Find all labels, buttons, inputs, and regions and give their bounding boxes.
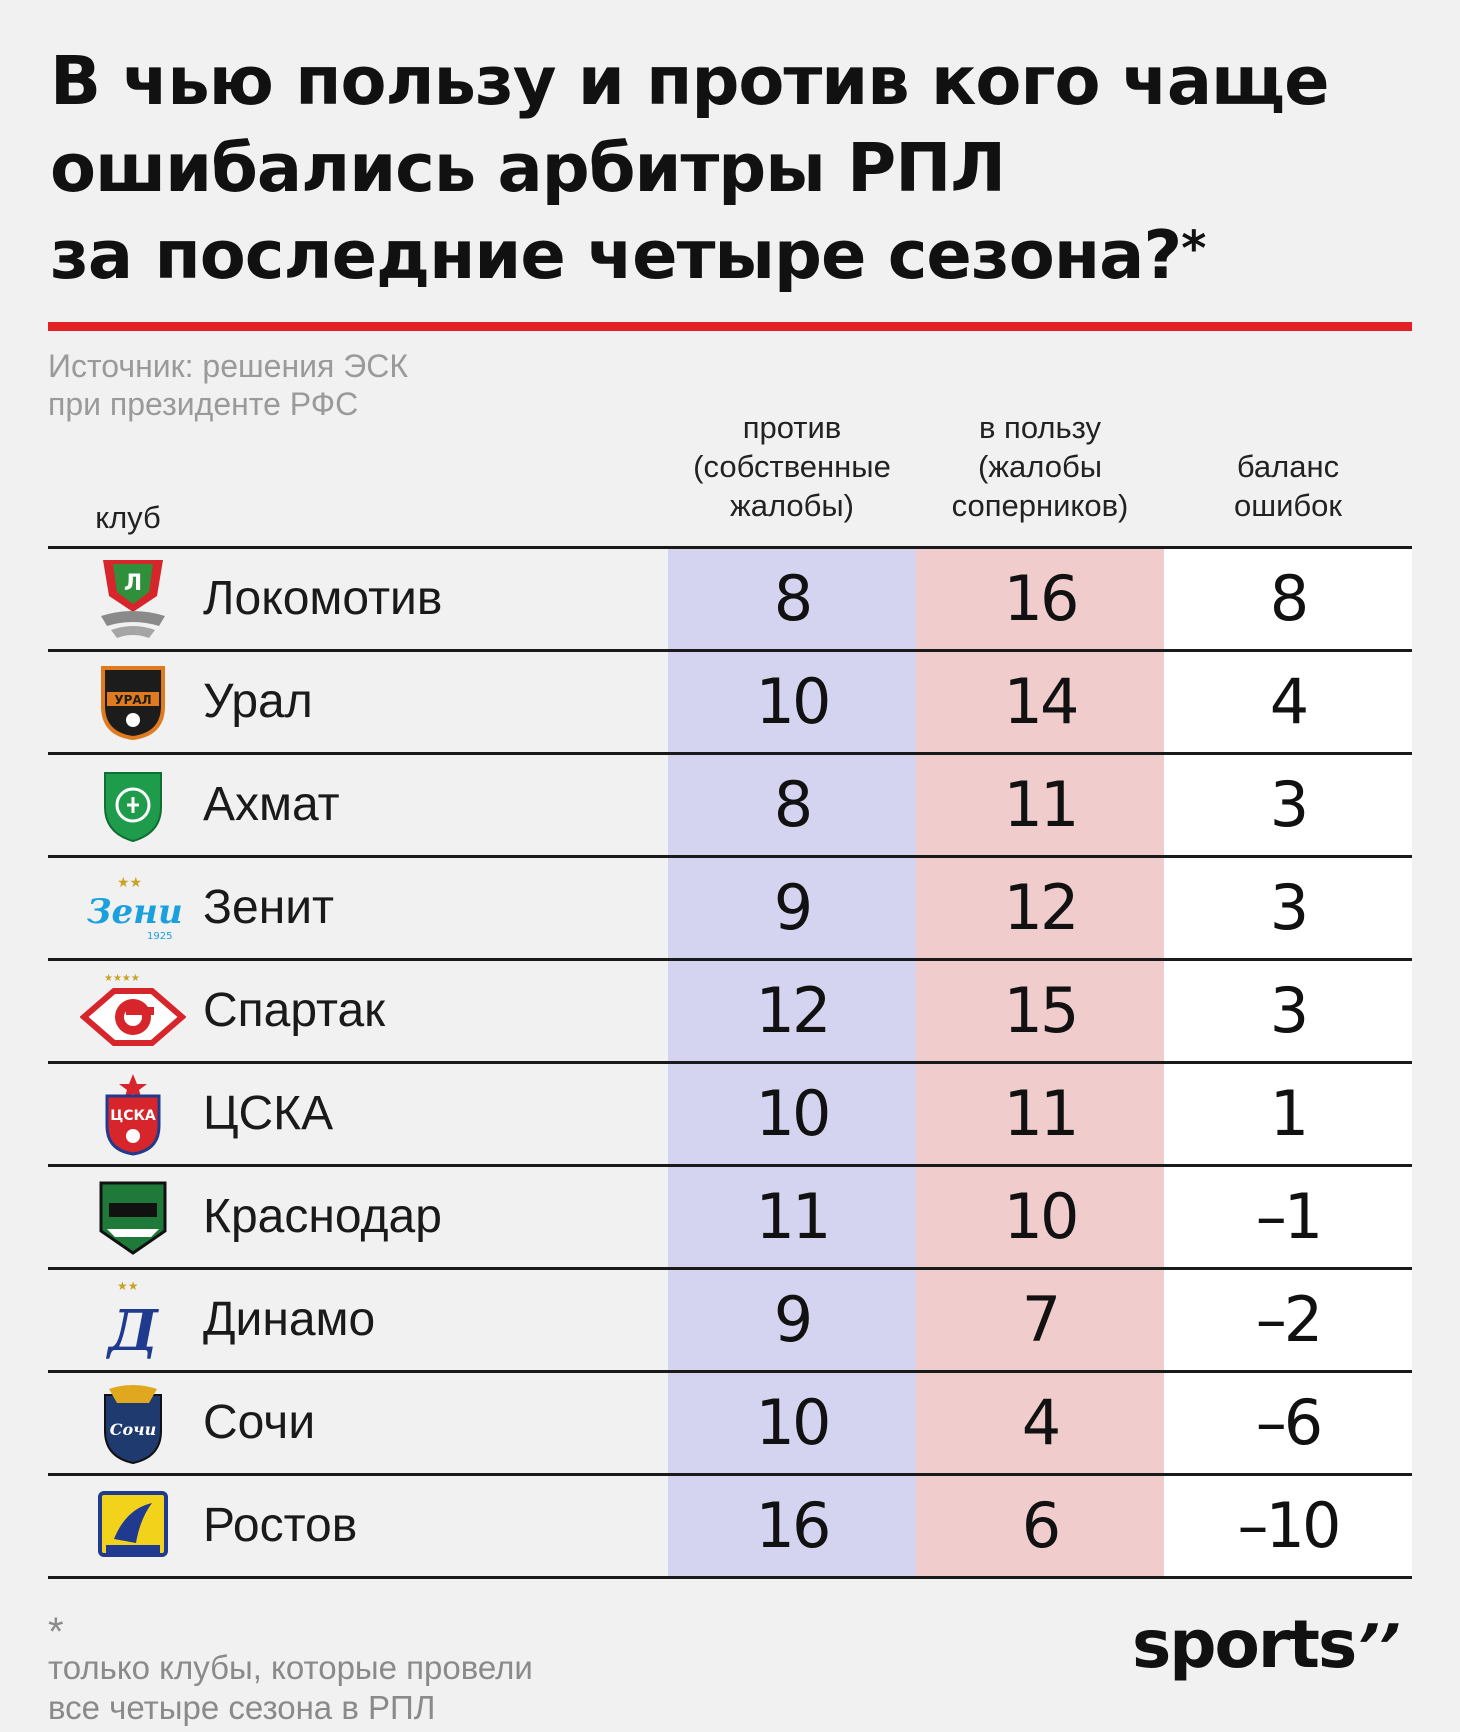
against-value: 12	[668, 961, 916, 1061]
against-value: 16	[668, 1476, 916, 1576]
balance-value: –2	[1164, 1270, 1412, 1370]
header-favor-line-2: (жалобы	[977, 449, 1102, 484]
balance-value: –1	[1164, 1167, 1412, 1267]
title-line-1: В чью пользу и против кого чаще	[50, 42, 1330, 120]
title-asterisk: *	[1181, 221, 1206, 277]
header-balance-line-1: баланс	[1236, 449, 1340, 484]
akhmat-logo-icon	[78, 755, 188, 855]
footnote-text-1: только клубы, которые провели	[48, 1649, 533, 1686]
club-name: Ростов	[203, 1499, 358, 1552]
svg-text:★★: ★★	[117, 875, 142, 891]
favor-value: 11	[916, 1064, 1164, 1164]
source-line-2: при президенте РФС	[48, 386, 359, 422]
balance-value: 3	[1164, 961, 1412, 1061]
chart-title: В чью пользу и против кого чаще ошибалис…	[50, 38, 1420, 299]
svg-text:ЦСКА: ЦСКА	[110, 1108, 156, 1124]
club-name: Сочи	[203, 1396, 316, 1449]
club-name: Ахмат	[203, 778, 340, 831]
balance-value: 3	[1164, 755, 1412, 855]
referee-errors-table: Л Локомотив 8 16 8 УРАЛ Урал 10 14 4 Ахмат 8 11 3 ★★ Зе…	[48, 546, 1412, 1579]
favor-value: 11	[916, 755, 1164, 855]
table-row: Краснодар 11 10 –1	[48, 1164, 1412, 1267]
against-value: 10	[668, 1064, 916, 1164]
header-favor: в пользу (жалобы соперников)	[916, 408, 1164, 525]
source-line-1: Источник: решения ЭСК	[48, 348, 408, 384]
favor-value: 7	[916, 1270, 1164, 1370]
svg-text:Д: Д	[105, 1298, 159, 1362]
source-note: Источник: решения ЭСК при президенте РФС	[48, 347, 408, 423]
balance-value: 4	[1164, 652, 1412, 752]
footnote: * только клубы, которые провели все четыр…	[48, 1608, 533, 1728]
club-name: Локомотив	[203, 572, 443, 625]
club-name: Спартак	[203, 984, 386, 1037]
title-divider	[48, 322, 1412, 331]
against-value: 9	[668, 858, 916, 958]
header-against-line-1: против	[742, 410, 842, 445]
table-row: Л Локомотив 8 16 8	[48, 546, 1412, 649]
table-row: Сочи Сочи 10 4 –6	[48, 1370, 1412, 1473]
sochi-logo-icon: Сочи	[78, 1373, 188, 1473]
svg-text:1925: 1925	[147, 931, 172, 942]
balance-value: 3	[1164, 858, 1412, 958]
svg-text:Сочи: Сочи	[110, 1420, 156, 1439]
svg-text:УРАЛ: УРАЛ	[114, 693, 151, 707]
table-row: ЦСКА ЦСКА 10 11 1	[48, 1061, 1412, 1164]
header-favor-line-3: соперников)	[951, 488, 1129, 523]
club-name: Динамо	[203, 1293, 376, 1346]
favor-value: 6	[916, 1476, 1164, 1576]
table-row: Ахмат 8 11 3	[48, 752, 1412, 855]
favor-value: 16	[916, 549, 1164, 649]
svg-text:Л: Л	[124, 571, 142, 596]
footnote-line-1: * только клубы, которые провели	[48, 1608, 533, 1688]
against-value: 10	[668, 652, 916, 752]
favor-value: 14	[916, 652, 1164, 752]
table-row: ★★★★ Спартак 12 15 3	[48, 958, 1412, 1061]
svg-text:★★: ★★	[117, 1279, 139, 1293]
lokomotiv-logo-icon: Л	[78, 549, 188, 649]
club-name: ЦСКА	[203, 1087, 334, 1140]
brand-text: sports	[1132, 1606, 1357, 1683]
table-row: ★★ Д Динамо 9 7 –2	[48, 1267, 1412, 1370]
table-row: Ростов 16 6 –10	[48, 1473, 1412, 1579]
svg-text:Зенит: Зенит	[87, 892, 183, 932]
against-value: 11	[668, 1167, 916, 1267]
spartak-logo-icon: ★★★★	[78, 961, 188, 1061]
rostov-logo-icon	[78, 1476, 188, 1576]
header-favor-line-1: в пользу	[978, 410, 1102, 445]
title-line-2: ошибались арбитры РПЛ	[50, 129, 1006, 207]
against-value: 8	[668, 549, 916, 649]
balance-value: 8	[1164, 549, 1412, 649]
favor-value: 15	[916, 961, 1164, 1061]
header-against-line-2: (собственные	[693, 449, 891, 484]
club-name: Урал	[203, 675, 313, 728]
zenit-logo-icon: ★★Зенит1925	[78, 858, 188, 958]
title-line-3: за последние четыре сезона?	[50, 216, 1182, 294]
table-row: УРАЛ Урал 10 14 4	[48, 649, 1412, 752]
ural-logo-icon: УРАЛ	[78, 652, 188, 752]
against-value: 9	[668, 1270, 916, 1370]
balance-value: –10	[1164, 1476, 1412, 1576]
against-value: 10	[668, 1373, 916, 1473]
favor-value: 12	[916, 858, 1164, 958]
club-name: Краснодар	[203, 1190, 442, 1243]
cska-logo-icon: ЦСКА	[78, 1064, 188, 1164]
favor-value: 10	[916, 1167, 1164, 1267]
header-club: клуб	[95, 500, 161, 535]
dynamo-logo-icon: ★★ Д	[78, 1270, 188, 1370]
krasnodar-logo-icon	[78, 1167, 188, 1267]
header-balance-line-2: ошибок	[1234, 488, 1342, 523]
balance-value: –6	[1164, 1373, 1412, 1473]
against-value: 8	[668, 755, 916, 855]
svg-text:★★★★: ★★★★	[104, 973, 140, 984]
header-against: против (собственные жалобы)	[668, 408, 916, 525]
favor-value: 4	[916, 1373, 1164, 1473]
balance-value: 1	[1164, 1064, 1412, 1164]
sports-logo: sports’’	[1132, 1600, 1422, 1692]
header-balance: баланс ошибок	[1164, 447, 1412, 525]
header-against-line-3: жалобы)	[729, 488, 854, 523]
table-row: ★★Зенит1925Зенит9123	[48, 855, 1412, 958]
club-name: Зенит	[203, 881, 334, 934]
footnote-asterisk: *	[48, 1610, 64, 1654]
footnote-line-2: все четыре сезона в РПЛ	[48, 1689, 436, 1726]
